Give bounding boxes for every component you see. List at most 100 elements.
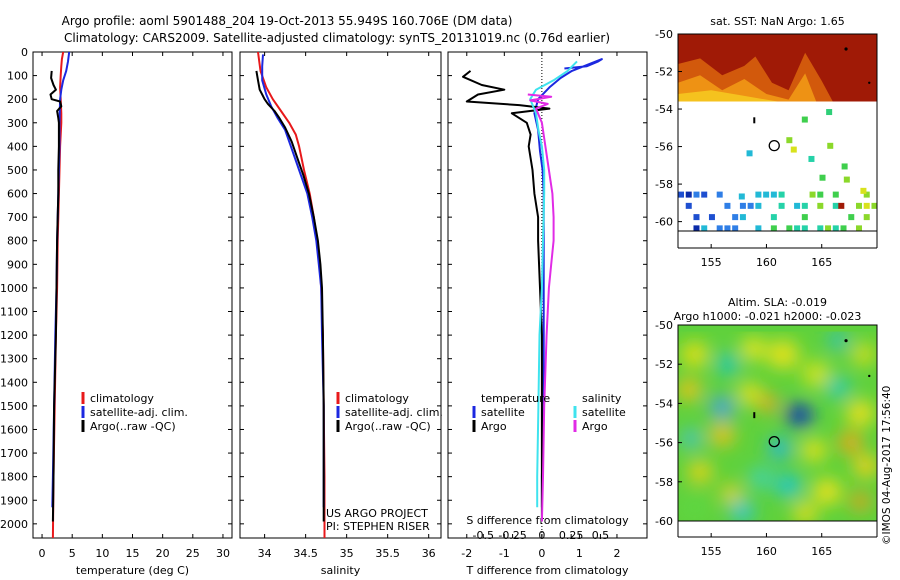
legend-climatology-label: climatology	[90, 392, 154, 405]
island-marker	[868, 374, 871, 378]
lat-tick-label: -50	[655, 319, 673, 332]
depth-tick-label: 200	[7, 93, 28, 106]
x-tick-label: 35	[340, 547, 354, 560]
s-tick-label: 0.25	[559, 529, 584, 542]
x-tick-label: -2	[461, 547, 472, 560]
temperature-profile-xlabel: temperature (deg C)	[76, 564, 189, 577]
sla-map-field	[678, 325, 877, 521]
depth-tick-label: 400	[7, 140, 28, 153]
lon-tick-label: 160	[756, 545, 777, 558]
island-marker	[844, 47, 848, 51]
lat-tick-label: -54	[655, 103, 673, 116]
series-s-argo	[527, 93, 555, 522]
depth-tick-label: 100	[7, 70, 28, 83]
figure-title-line2: Climatology: CARS2009. Satellite-adjuste…	[64, 31, 610, 45]
s-tick-label: -0.5	[473, 529, 494, 542]
x-tick-label: 20	[156, 547, 170, 560]
series-t-argo	[462, 70, 551, 522]
salinity-profile-series	[255, 52, 326, 538]
lon-tick-label: 160	[756, 256, 777, 269]
lon-tick-label: 165	[811, 545, 832, 558]
legend-s-satellite-label: satellite	[582, 406, 626, 419]
sla-map-subtitle: Argo h1000: -0.021 h2000: -0.023	[674, 310, 862, 323]
profile-lines	[49, 52, 603, 538]
x-tick-label: 2	[613, 547, 620, 560]
salinity-profile-frame	[239, 51, 442, 539]
x-tick-label: 15	[126, 547, 140, 560]
depth-tick-label: 800	[7, 235, 28, 248]
depth-tick-label: 1300	[0, 353, 28, 366]
series-argo	[49, 70, 63, 522]
profile-axes: 0100200300400500600700800900100011001200…	[0, 46, 648, 577]
island-marker	[868, 81, 871, 84]
depth-tick-label: 0	[21, 46, 28, 59]
pi-label: PI: STEPHEN RISER	[326, 520, 430, 533]
depth-tick-label: 1000	[0, 282, 28, 295]
salinity-profile-xlabel: salinity	[321, 564, 361, 577]
depth-tick-label: 500	[7, 164, 28, 177]
depth-tick-label: 300	[7, 117, 28, 130]
lat-tick-label: -56	[655, 141, 673, 154]
x-tick-label: 34	[258, 547, 272, 560]
depth-tick-label: 1400	[0, 376, 28, 389]
x-tick-label: 0	[538, 547, 545, 560]
x-tick-label: 25	[186, 547, 200, 560]
x-tick-label: 5	[69, 547, 76, 560]
lon-tick-label: 165	[811, 256, 832, 269]
series-climatology	[257, 52, 326, 538]
depth-tick-label: 1600	[0, 423, 28, 436]
x-tick-label: 0	[39, 547, 46, 560]
legend-t-argo-label: Argo	[481, 420, 507, 433]
x-tick-label: 34.5	[293, 547, 318, 560]
depth-tick-label: 1900	[0, 494, 28, 507]
lat-tick-label: -50	[655, 28, 673, 41]
series-s-satellite	[529, 60, 578, 508]
lat-tick-label: -58	[655, 476, 673, 489]
depth-tick-label: 1100	[0, 306, 28, 319]
project-label: US ARGO PROJECT	[326, 507, 428, 520]
legend-s-argo-label: Argo	[582, 420, 608, 433]
lat-tick-label: -54	[655, 397, 673, 410]
sla-map-frame	[677, 324, 878, 522]
depth-tick-label: 1800	[0, 471, 28, 484]
island-marker	[844, 339, 848, 343]
maps: 155 160 165 -50 -52 -54 -56 -58 -60 sat. SST: NaN…	[655, 15, 878, 558]
lat-tick-label: -56	[655, 437, 673, 450]
depth-tick-label: 1200	[0, 329, 28, 342]
x-tick-label: 30	[216, 547, 230, 560]
x-tick-label: -1	[499, 547, 510, 560]
temperature-profile-series	[49, 52, 71, 538]
depth-tick-label: 2000	[0, 518, 28, 531]
legend-argo-label: Argo(..raw -QC)	[90, 420, 176, 433]
x-tick-label: 1	[576, 547, 583, 560]
legend-climatology-label: climatology	[345, 392, 409, 405]
lon-tick-label: 155	[701, 256, 722, 269]
s-tick-label: -0.25	[498, 529, 526, 542]
difference-profile-xlabel: T difference from climatology	[466, 564, 629, 577]
sla-map: 155 160 165 -50 -52 -54 -56 -58 -60 Altim. SLA: -…	[655, 296, 878, 558]
legend-temperature-head: temperature	[481, 392, 550, 405]
x-tick-label: 10	[95, 547, 109, 560]
salinity-legend: climatology satellite-adj. clim. Argo(..…	[326, 392, 443, 533]
legend-satellite-label: satellite-adj. clim.	[345, 406, 443, 419]
figure-title-line1: Argo profile: aoml 5901488_204 19-Oct-20…	[62, 14, 513, 28]
difference-profile-frame	[447, 51, 648, 539]
series-t-satellite	[533, 58, 603, 508]
x-tick-label: 35.5	[375, 547, 400, 560]
float-position-marker	[768, 435, 780, 448]
difference-profile-top-label: S difference from climatology	[466, 514, 629, 527]
difference-legend: temperature salinity satellite Argo sate…	[472, 392, 626, 433]
lon-tick-label: 155	[701, 545, 722, 558]
depth-tick-label: 1500	[0, 400, 28, 413]
legend-satellite-label: satellite-adj. clim.	[90, 406, 188, 419]
difference-profile-series	[462, 58, 603, 522]
difference-profile-axes: -2 -1 0 1 2 T difference from climatology -0.5…	[447, 51, 648, 577]
lat-tick-label: -60	[655, 216, 673, 229]
legend-t-satellite-label: satellite	[481, 406, 525, 419]
island-marker	[753, 117, 756, 124]
depth-tick-label: 600	[7, 188, 28, 201]
series-argo	[255, 70, 325, 522]
temperature-profile-axes: 0100200300400500600700800900100011001200…	[0, 46, 233, 577]
temperature-profile-frame	[32, 51, 233, 539]
